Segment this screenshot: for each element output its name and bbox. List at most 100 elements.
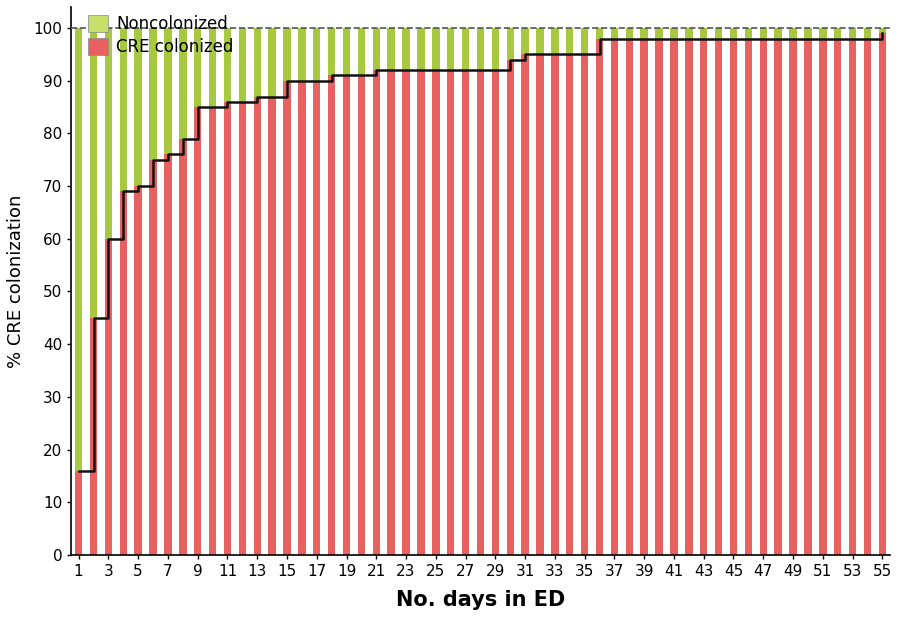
Bar [655, 38, 662, 555]
Bar [655, 28, 662, 38]
Bar [536, 54, 544, 555]
Bar [313, 81, 320, 555]
Bar [224, 28, 231, 102]
Bar [611, 28, 618, 38]
Bar [596, 28, 603, 38]
Bar [357, 28, 365, 75]
Bar [313, 28, 320, 81]
Bar [179, 28, 186, 139]
Bar [402, 28, 410, 70]
Bar [641, 28, 648, 38]
Bar [194, 28, 202, 107]
Bar [536, 28, 544, 54]
Bar [744, 38, 752, 555]
Bar [819, 28, 826, 38]
Bar [418, 28, 425, 70]
Bar [432, 70, 439, 555]
Bar [298, 28, 306, 81]
Bar [805, 38, 812, 555]
Bar [566, 28, 573, 54]
Bar [238, 102, 246, 555]
Bar [120, 191, 127, 555]
Bar [388, 70, 395, 555]
Bar [90, 28, 97, 318]
Bar [566, 54, 573, 555]
Bar [388, 28, 395, 70]
Bar [521, 54, 529, 555]
Bar [849, 38, 856, 555]
Bar [462, 28, 469, 70]
Bar [834, 28, 842, 38]
Bar [120, 28, 127, 191]
Bar [149, 28, 157, 160]
Bar [134, 186, 142, 555]
Bar [596, 38, 603, 555]
Bar [254, 28, 261, 96]
Bar [685, 28, 693, 38]
Bar [805, 28, 812, 38]
Bar [164, 154, 172, 555]
Bar [343, 28, 350, 75]
Bar [373, 28, 380, 70]
Bar [760, 28, 767, 38]
Bar [328, 75, 336, 555]
Bar [254, 96, 261, 555]
Bar [432, 28, 439, 70]
Bar [670, 38, 678, 555]
Bar [849, 28, 856, 38]
Bar [224, 102, 231, 555]
Bar [491, 70, 500, 555]
Bar [194, 107, 202, 555]
Bar [418, 70, 425, 555]
Bar [551, 28, 559, 54]
Bar [864, 38, 871, 555]
Bar [626, 38, 633, 555]
Bar [104, 28, 112, 239]
Bar [75, 471, 82, 555]
Bar [134, 28, 142, 186]
Bar [343, 75, 350, 555]
Bar [357, 75, 365, 555]
Bar [521, 28, 529, 54]
Bar [864, 28, 871, 38]
Bar [878, 28, 886, 33]
Bar [104, 239, 112, 555]
Bar [298, 81, 306, 555]
Bar [670, 28, 678, 38]
Bar [328, 28, 336, 75]
Bar [462, 70, 469, 555]
Bar [730, 28, 737, 38]
Bar [284, 28, 291, 81]
Bar [179, 139, 186, 555]
Bar [580, 54, 589, 555]
Bar [447, 28, 454, 70]
Bar [715, 38, 723, 555]
Bar [834, 38, 842, 555]
Bar [373, 70, 380, 555]
Y-axis label: % CRE colonization: % CRE colonization [7, 194, 25, 368]
Bar [744, 28, 752, 38]
Bar [491, 28, 500, 70]
Bar [238, 28, 246, 102]
Bar [268, 96, 275, 555]
Bar [507, 28, 514, 60]
Bar [507, 60, 514, 555]
Bar [700, 38, 707, 555]
Bar [789, 38, 796, 555]
Bar [284, 81, 291, 555]
Bar [730, 38, 737, 555]
Bar [789, 28, 796, 38]
Bar [611, 38, 618, 555]
Bar [477, 28, 484, 70]
Bar [760, 38, 767, 555]
Bar [209, 107, 216, 555]
Bar [149, 160, 157, 555]
Bar [626, 28, 633, 38]
Bar [551, 54, 559, 555]
Bar [774, 28, 782, 38]
Bar [774, 38, 782, 555]
Bar [447, 70, 454, 555]
Bar [641, 38, 648, 555]
Bar [700, 28, 707, 38]
Bar [580, 28, 589, 54]
